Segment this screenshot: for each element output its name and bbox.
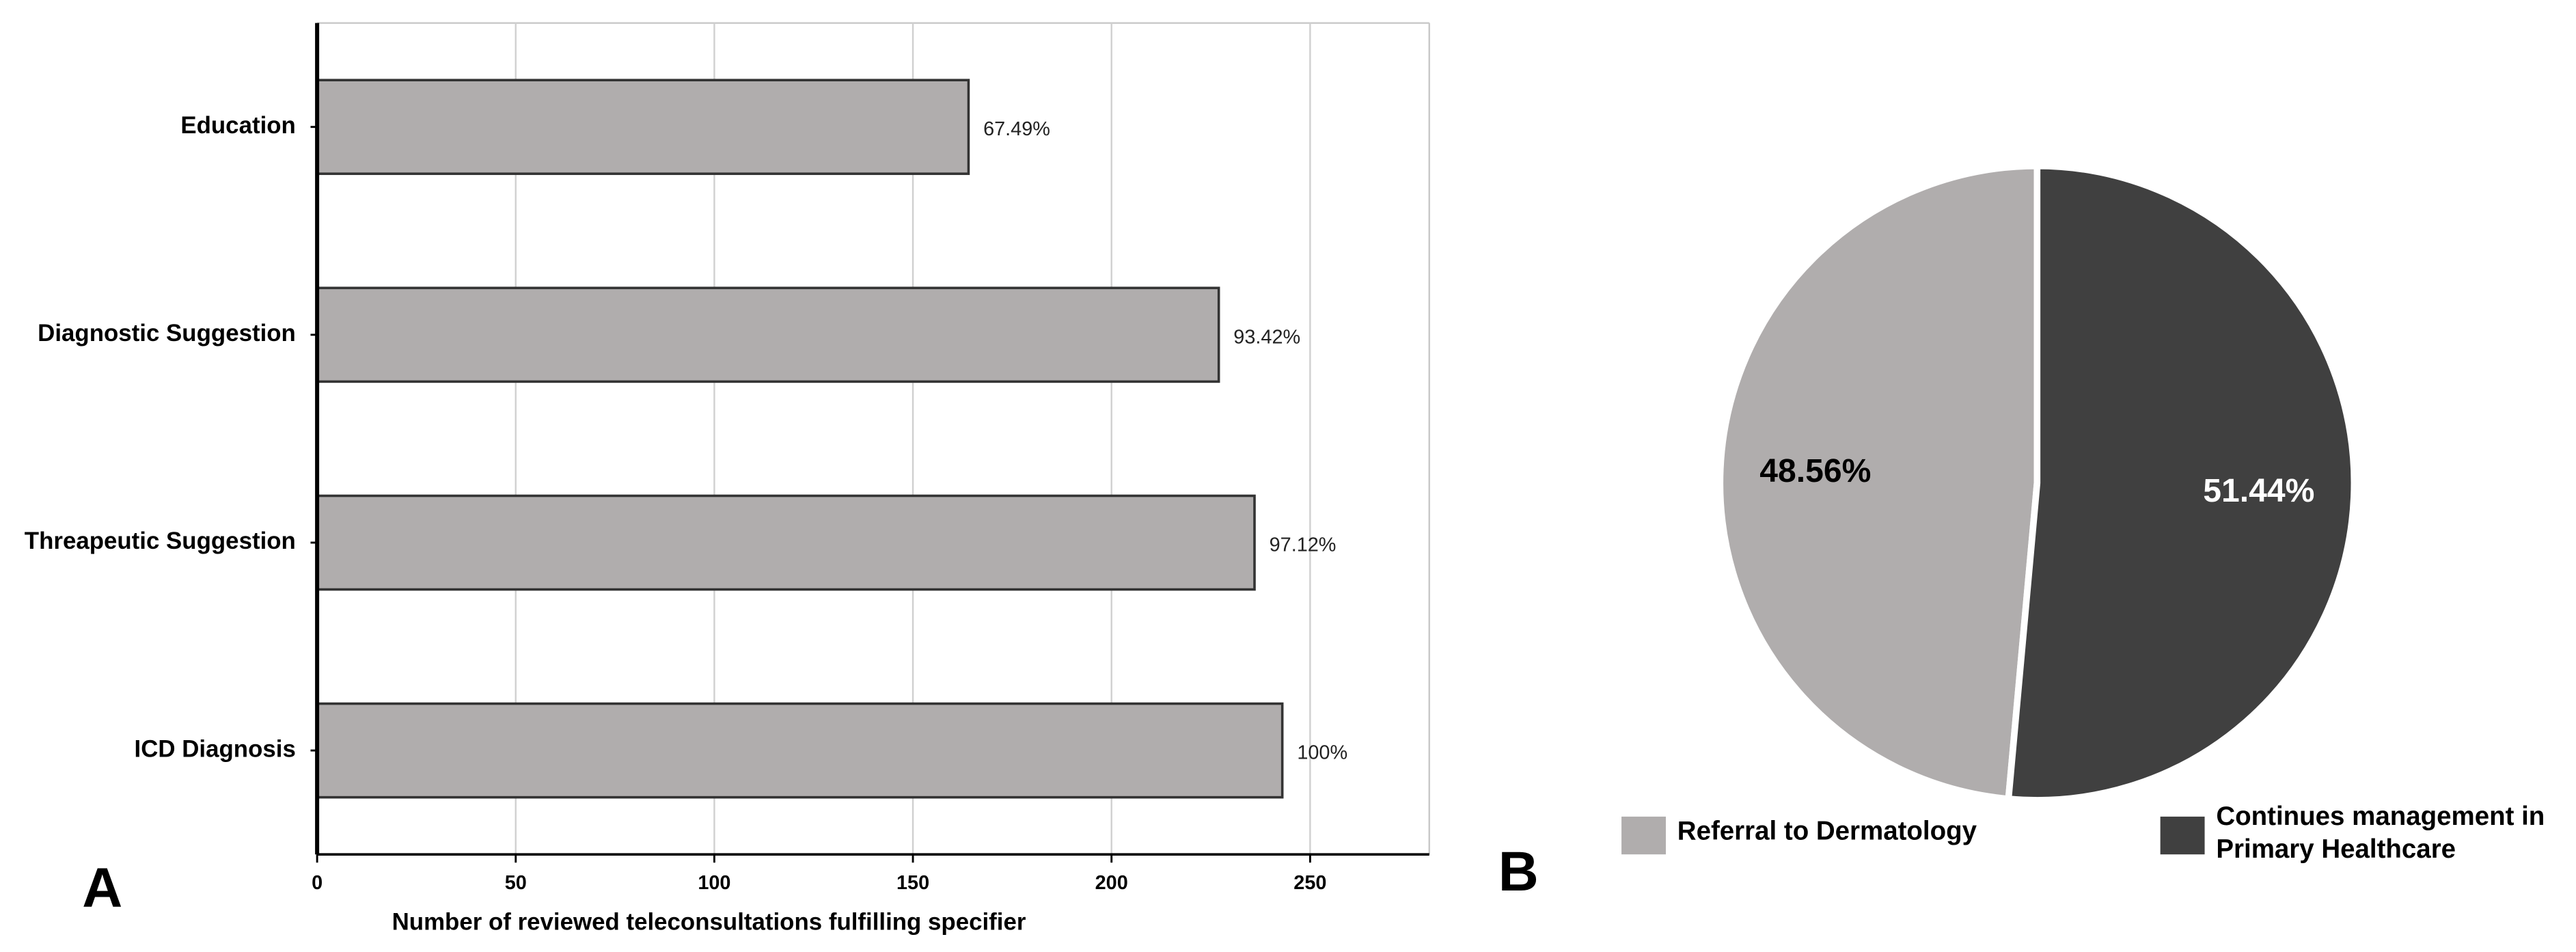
value-label: 93.42% xyxy=(1233,326,1300,348)
value-label: 97.12% xyxy=(1270,534,1337,556)
pie-label: 48.56% xyxy=(1759,452,1871,489)
x-tick-label: 0 xyxy=(312,872,323,894)
legend-label-box: Continues management in Primary Healthca… xyxy=(2216,803,2545,865)
x-tick-label: 250 xyxy=(1293,872,1326,894)
bar xyxy=(316,286,1220,383)
x-tick-label: 100 xyxy=(698,872,730,894)
pie-slice xyxy=(1716,163,2041,802)
legend-label: Referral to Dermatology xyxy=(1677,818,1977,847)
x-tick-label: 150 xyxy=(896,872,929,894)
legend-swatch xyxy=(1621,816,1666,855)
legend-swatch xyxy=(2160,816,2205,855)
value-label: 100% xyxy=(1297,742,1347,764)
y-tick-label: ICD Diagnosis xyxy=(135,735,296,762)
x-tick-label: 50 xyxy=(505,872,527,894)
legend-label-box: Referral to Dermatology xyxy=(1677,818,1977,847)
pie-slice xyxy=(2005,163,2358,804)
x-axis-label: Number of reviewed teleconsultations ful… xyxy=(392,908,1026,935)
y-tick-label: Threapeutic Suggestion xyxy=(25,528,296,554)
bar xyxy=(316,79,970,176)
panel-label: A xyxy=(82,857,122,919)
bar xyxy=(316,494,1256,591)
y-tick-label: Diagnostic Suggestion xyxy=(38,320,296,346)
pie-label: 51.44% xyxy=(2203,472,2314,509)
legend-label: Continues management in Primary Healthca… xyxy=(2216,803,2545,865)
x-tick-label: 200 xyxy=(1095,872,1128,894)
bar xyxy=(316,702,1284,799)
panel-label: B xyxy=(1498,841,1539,903)
y-tick-label: Education xyxy=(180,112,296,139)
value-label: 67.49% xyxy=(983,118,1050,140)
